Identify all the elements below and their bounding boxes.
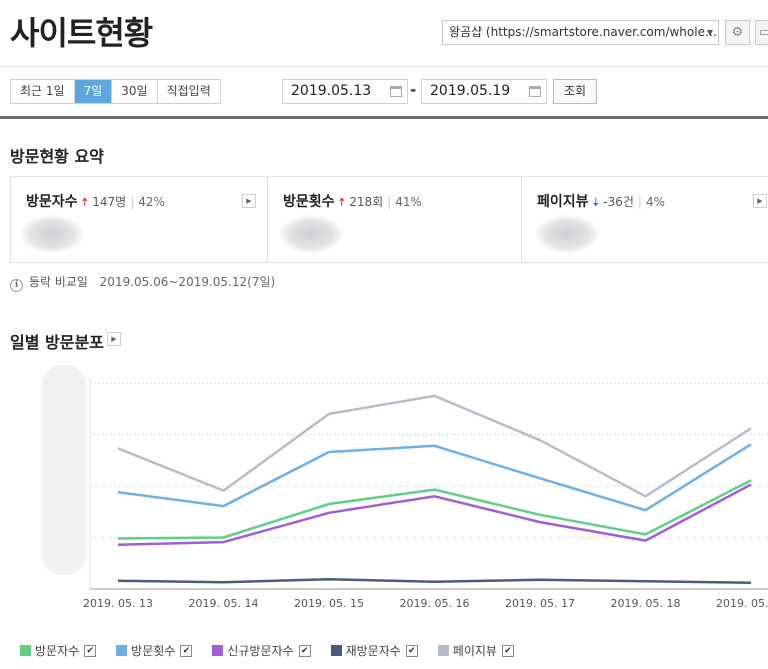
legend-swatch — [212, 645, 224, 656]
section-divider — [0, 116, 768, 119]
legend-swatch — [330, 645, 342, 656]
metric-percent: 41% — [395, 195, 422, 209]
legend-item[interactable]: 방문자수 ✔ — [20, 642, 97, 659]
series-line-1 — [117, 479, 752, 540]
series-line-4 — [117, 577, 752, 585]
x-tick-label: 2019. 05. 14 — [189, 597, 259, 610]
metric-head: 방문자수 🠅 147명 | 42% — [26, 191, 165, 214]
period-tab-7days[interactable]: 7일 — [73, 80, 112, 103]
chart-section-title: 일별 방문분포 — [10, 333, 104, 352]
metric-head: 페이지뷰 🠇 -36건 | 4% — [537, 191, 665, 214]
metric-name: 방문횟수 — [283, 194, 335, 210]
legend-swatch — [437, 645, 449, 656]
x-tick-label: 2019. 05. 18 — [611, 597, 681, 610]
detail-button[interactable]: ▶ — [242, 194, 256, 208]
metric-value: 218회 — [349, 195, 384, 209]
arrow-down-icon: 🠇 — [592, 195, 600, 209]
page-title: 사이트현황 — [10, 14, 153, 52]
metric-name: 방문자수 — [26, 194, 78, 210]
end-date-field[interactable]: 2019.05.19 — [421, 79, 547, 104]
chart-legend: 방문자수 ✔ 방문횟수 ✔ 신규방문자수 ✔ 재방문자수 ✔ 페이지뷰 ✔ — [20, 642, 534, 659]
arrow-up-icon: 🠅 — [81, 195, 89, 209]
compare-range: 2019.05.06~2019.05.12(7일) — [99, 275, 276, 289]
legend-label: 방문자수 — [35, 644, 80, 658]
info-icon: i — [10, 279, 23, 292]
daily-visits-chart: 2019. 05. 13 2019. 05. 14 2019. 05. 15 2019… — [42, 365, 768, 610]
series-line-5 — [117, 394, 752, 498]
header-divider — [0, 66, 768, 67]
query-button[interactable]: 조회 — [553, 79, 597, 104]
x-tick-label: 2019. 05. 15 — [294, 597, 364, 610]
legend-label: 방문횟수 — [131, 644, 176, 658]
legend-label: 신규방문자수 — [227, 644, 294, 658]
metric-value: -36건 — [603, 195, 634, 209]
extra-button[interactable]: ▭ — [755, 20, 768, 45]
blurred-graphic — [21, 215, 83, 253]
divider: | — [637, 195, 642, 209]
series-line-2 — [117, 443, 752, 512]
settings-button[interactable]: ⚙ — [725, 20, 750, 45]
store-select-value: 왕곰샵 (https://smartstore.naver.com/whole… — [449, 25, 717, 39]
metric-percent: 42% — [138, 195, 165, 209]
summary-box: 방문자수 🠅 147명 | 42% ▶ 방문횟수 🠅 218회 | 41% 페이지뷰 🠇 -3… — [10, 176, 768, 263]
divider: | — [130, 195, 135, 209]
blurred-graphic — [536, 215, 598, 253]
legend-item[interactable]: 신규방문자수 ✔ — [212, 642, 311, 659]
document-icon: ▭ — [758, 25, 768, 40]
start-date-value: 2019.05.13 — [291, 83, 372, 99]
legend-swatch — [116, 645, 128, 656]
calendar-icon[interactable] — [390, 86, 402, 97]
legend-checkbox[interactable]: ✔ — [84, 644, 97, 657]
metric-head: 방문횟수 🠅 218회 | 41% — [283, 191, 422, 214]
summary-section-title: 방문현황 요약 — [10, 147, 104, 166]
compare-label: 등락 비교일 — [28, 275, 88, 289]
arrow-up-icon: 🠅 — [338, 195, 346, 209]
series-line-3 — [117, 483, 752, 546]
start-date-field[interactable]: 2019.05.13 — [282, 79, 408, 104]
blurred-y-axis — [42, 365, 86, 575]
period-tab-1day[interactable]: 최근 1일 — [11, 80, 74, 103]
legend-swatch — [20, 645, 31, 656]
gear-icon: ⚙ — [731, 25, 744, 40]
period-tab-custom[interactable]: 직접입력 — [156, 80, 220, 103]
chevron-down-icon: ▼ — [706, 28, 713, 37]
legend-checkbox[interactable]: ✔ — [180, 644, 193, 657]
legend-item[interactable]: 페이지뷰 ✔ — [437, 642, 514, 659]
legend-label: 재방문자수 — [345, 644, 401, 658]
legend-item[interactable]: 방문횟수 ✔ — [116, 642, 193, 659]
x-tick-label: 2019. 05. 19 — [716, 597, 768, 610]
legend-checkbox[interactable]: ✔ — [501, 644, 514, 657]
period-tab-30days[interactable]: 30일 — [111, 80, 157, 103]
legend-checkbox[interactable]: ✔ — [298, 644, 311, 657]
x-tick-label: 2019. 05. 17 — [505, 597, 575, 610]
summary-card-visits: 방문횟수 🠅 218회 | 41% — [267, 177, 521, 262]
summary-card-pageviews: 페이지뷰 🠇 -36건 | 4% ▶ — [521, 177, 768, 262]
metric-percent: 4% — [645, 195, 665, 209]
chart-detail-button[interactable]: ▶ — [107, 332, 121, 346]
divider: | — [387, 195, 392, 209]
detail-button[interactable]: ▶ — [753, 194, 767, 208]
x-tick-label: 2019. 05. 13 — [83, 597, 153, 610]
period-tabs: 최근 1일 7일 30일 직접입력 — [10, 79, 221, 104]
metric-name: 페이지뷰 — [537, 194, 589, 210]
x-tick-label: 2019. 05. 16 — [400, 597, 470, 610]
legend-label: 페이지뷰 — [452, 644, 497, 658]
legend-item[interactable]: 재방문자수 ✔ — [330, 642, 418, 659]
calendar-icon[interactable] — [529, 86, 541, 97]
blurred-graphic — [280, 215, 342, 253]
compare-note: i 등락 비교일 2019.05.06~2019.05.12(7일) — [10, 273, 275, 292]
metric-value: 147명 — [92, 195, 127, 209]
end-date-value: 2019.05.19 — [430, 83, 511, 99]
date-separator: - — [410, 81, 417, 99]
summary-card-visitors: 방문자수 🠅 147명 | 42% ▶ — [11, 177, 267, 262]
legend-checkbox[interactable]: ✔ — [405, 644, 418, 657]
store-select[interactable]: 왕곰샵 (https://smartstore.naver.com/whole…… — [442, 20, 719, 45]
